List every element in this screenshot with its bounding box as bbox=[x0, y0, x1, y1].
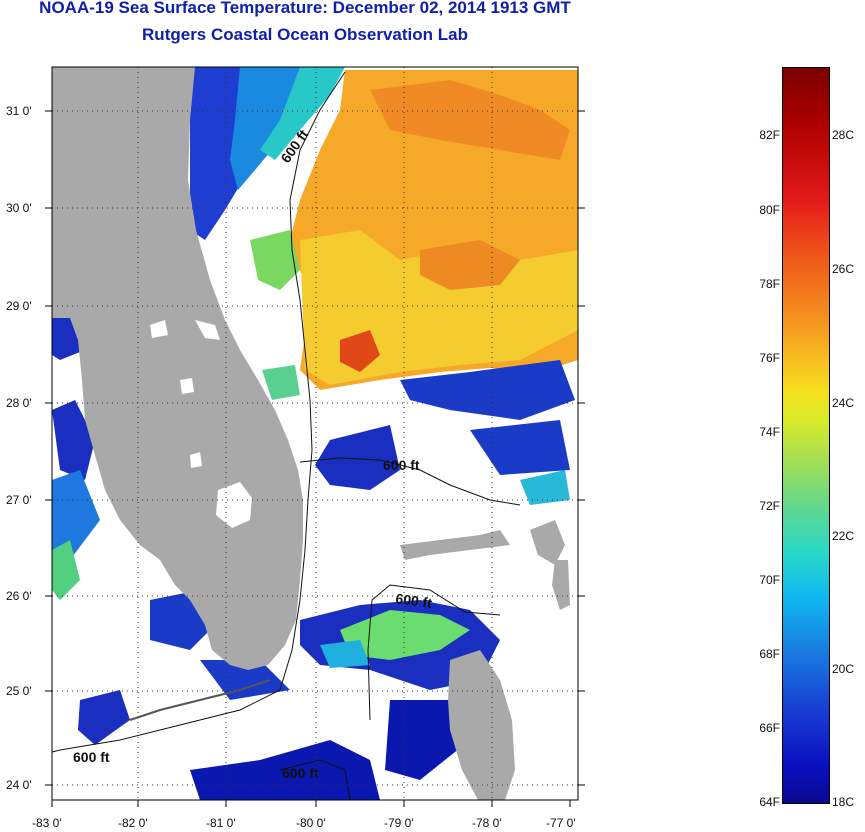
sst-green-south bbox=[340, 610, 470, 660]
sst-green-coast-2 bbox=[262, 365, 300, 400]
sst-teal-shelf bbox=[260, 67, 345, 160]
grand-bahama bbox=[400, 530, 510, 560]
sst-cyan-south bbox=[320, 640, 370, 668]
colorbar-f-label: 66F bbox=[759, 721, 780, 735]
contour-bahamas-south bbox=[367, 584, 501, 721]
sst-cold-mid-2 bbox=[400, 360, 575, 420]
axis-ticks bbox=[45, 110, 585, 807]
lake-4 bbox=[190, 452, 202, 468]
lon-label: -77 0' bbox=[546, 816, 576, 830]
sst-cold-mid-1 bbox=[315, 425, 400, 490]
lat-label: 30 0' bbox=[6, 201, 32, 215]
sst-cold-south-3 bbox=[385, 700, 470, 780]
sst-hot-spot bbox=[340, 330, 380, 372]
colorbar-f-label: 82F bbox=[759, 128, 780, 142]
lon-label: -82 0' bbox=[118, 816, 148, 830]
lon-label: -81 0' bbox=[206, 816, 236, 830]
map-frame bbox=[51, 66, 579, 801]
lat-label: 28 0' bbox=[6, 396, 32, 410]
colorbar-c-label: 28C bbox=[832, 128, 855, 142]
sst-green-west bbox=[52, 540, 80, 600]
contour-bahamas-north bbox=[299, 457, 521, 506]
colorbar-f-label: 64F bbox=[759, 795, 780, 809]
lat-label: 25 0' bbox=[6, 684, 32, 698]
lake-2 bbox=[195, 320, 220, 340]
contour-label-4: 600 ft bbox=[73, 749, 110, 765]
lake-1 bbox=[150, 320, 168, 338]
sst-orange-mid bbox=[420, 240, 520, 290]
lat-label: 31 0' bbox=[6, 104, 32, 118]
colorbar-f-label: 72F bbox=[759, 499, 780, 513]
colorbar-f-label: 68F bbox=[759, 647, 780, 661]
lat-label: 24 0' bbox=[6, 778, 32, 792]
lon-label: -78 0' bbox=[472, 816, 502, 830]
lon-label: -80 0' bbox=[296, 816, 326, 830]
sst-green-coast bbox=[250, 230, 300, 290]
temperature-colorbar bbox=[782, 67, 830, 804]
lake-3 bbox=[180, 378, 194, 394]
graticule bbox=[52, 67, 578, 800]
chart-subtitle: Rutgers Coastal Ocean Observation Lab bbox=[142, 25, 468, 44]
colorbar-c-label: 20C bbox=[832, 662, 855, 676]
sst-cold-mid-3 bbox=[470, 420, 570, 475]
colorbar-c-label: 24C bbox=[832, 396, 855, 410]
colorbar-c-label: 18C bbox=[832, 795, 855, 809]
colorbar-f-label: 80F bbox=[759, 203, 780, 217]
lat-label: 29 0' bbox=[6, 299, 32, 313]
lake-okeechobee bbox=[216, 482, 252, 528]
abaco-island bbox=[530, 520, 565, 565]
sst-cool-west-3 bbox=[52, 470, 100, 560]
colorbar-f-label: 78F bbox=[759, 277, 780, 291]
colorbar-f-label: 76F bbox=[759, 351, 780, 365]
lat-label: 27 0' bbox=[6, 493, 32, 507]
contour-label-3: 600 ft bbox=[395, 590, 434, 611]
sst-cold-west-2 bbox=[52, 400, 95, 480]
lon-label: -79 0' bbox=[384, 816, 414, 830]
lon-label: -83 0' bbox=[32, 816, 62, 830]
colorbar-c-label: 26C bbox=[832, 262, 855, 276]
lat-label: 26 0' bbox=[6, 589, 32, 603]
contour-label-5: 600 ft bbox=[282, 765, 319, 781]
contour-label-2: 600 ft bbox=[383, 457, 420, 473]
sst-orange-core bbox=[370, 80, 570, 160]
andros-island bbox=[448, 650, 515, 800]
sst-cold-south-4 bbox=[78, 690, 130, 745]
florida-keys bbox=[129, 679, 271, 721]
colorbar-f-label: 74F bbox=[759, 425, 780, 439]
colorbar-c-label: 22C bbox=[832, 529, 855, 543]
sst-cyan-mid bbox=[520, 470, 570, 505]
colorbar-f-label: 70F bbox=[759, 573, 780, 587]
sst-cold-straits bbox=[200, 660, 290, 700]
bimini bbox=[552, 560, 570, 610]
lakes bbox=[150, 320, 252, 528]
chart-title: NOAA-19 Sea Surface Temperature: Decembe… bbox=[39, 0, 571, 17]
